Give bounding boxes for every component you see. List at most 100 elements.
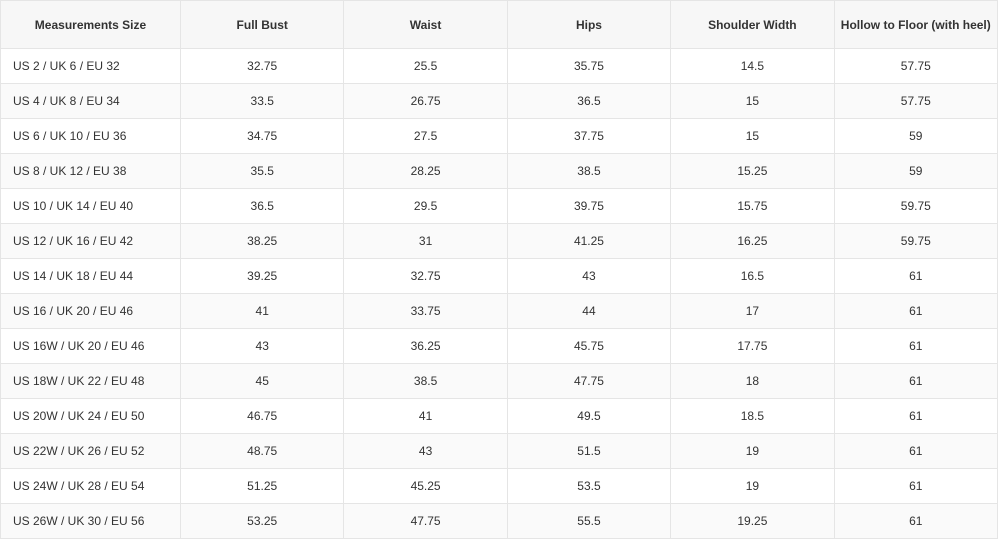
table-cell: 51.5 bbox=[507, 434, 670, 469]
table-cell: 15 bbox=[671, 84, 834, 119]
table-cell: 55.5 bbox=[507, 504, 670, 539]
table-cell: 53.25 bbox=[181, 504, 344, 539]
table-row: US 20W / UK 24 / EU 5046.754149.518.561 bbox=[1, 399, 998, 434]
table-cell: US 26W / UK 30 / EU 56 bbox=[1, 504, 181, 539]
table-header: Measurements Size Full Bust Waist Hips S… bbox=[1, 1, 998, 49]
table-cell: 61 bbox=[834, 469, 997, 504]
col-waist: Waist bbox=[344, 1, 507, 49]
table-cell: 38.5 bbox=[344, 364, 507, 399]
col-measurements-size: Measurements Size bbox=[1, 1, 181, 49]
table-cell: US 6 / UK 10 / EU 36 bbox=[1, 119, 181, 154]
table-cell: 38.5 bbox=[507, 154, 670, 189]
table-row: US 16W / UK 20 / EU 464336.2545.7517.756… bbox=[1, 329, 998, 364]
table-cell: US 14 / UK 18 / EU 44 bbox=[1, 259, 181, 294]
table-cell: 43 bbox=[181, 329, 344, 364]
table-cell: 15 bbox=[671, 119, 834, 154]
table-cell: 51.25 bbox=[181, 469, 344, 504]
table-cell: US 8 / UK 12 / EU 38 bbox=[1, 154, 181, 189]
table-cell: 47.75 bbox=[344, 504, 507, 539]
table-cell: 32.75 bbox=[344, 259, 507, 294]
table-row: US 16 / UK 20 / EU 464133.75441761 bbox=[1, 294, 998, 329]
table-cell: 43 bbox=[507, 259, 670, 294]
table-cell: 19 bbox=[671, 469, 834, 504]
table-cell: US 22W / UK 26 / EU 52 bbox=[1, 434, 181, 469]
table-cell: 15.25 bbox=[671, 154, 834, 189]
table-cell: 41 bbox=[344, 399, 507, 434]
table-cell: 45.25 bbox=[344, 469, 507, 504]
table-cell: 31 bbox=[344, 224, 507, 259]
header-row: Measurements Size Full Bust Waist Hips S… bbox=[1, 1, 998, 49]
table-cell: 15.75 bbox=[671, 189, 834, 224]
table-row: US 26W / UK 30 / EU 5653.2547.7555.519.2… bbox=[1, 504, 998, 539]
col-full-bust: Full Bust bbox=[181, 1, 344, 49]
table-cell: 16.5 bbox=[671, 259, 834, 294]
table-cell: 36.5 bbox=[507, 84, 670, 119]
table-cell: 59 bbox=[834, 119, 997, 154]
table-cell: 41 bbox=[181, 294, 344, 329]
table-cell: 34.75 bbox=[181, 119, 344, 154]
col-hips: Hips bbox=[507, 1, 670, 49]
table-cell: 43 bbox=[344, 434, 507, 469]
table-cell: 35.75 bbox=[507, 49, 670, 84]
table-cell: 61 bbox=[834, 259, 997, 294]
table-cell: 61 bbox=[834, 364, 997, 399]
table-cell: 61 bbox=[834, 294, 997, 329]
table-cell: 27.5 bbox=[344, 119, 507, 154]
table-cell: 38.25 bbox=[181, 224, 344, 259]
table-cell: US 16 / UK 20 / EU 46 bbox=[1, 294, 181, 329]
table-cell: US 20W / UK 24 / EU 50 bbox=[1, 399, 181, 434]
col-hollow-to-floor: Hollow to Floor (with heel) bbox=[834, 1, 997, 49]
col-shoulder-width: Shoulder Width bbox=[671, 1, 834, 49]
table-cell: 28.25 bbox=[344, 154, 507, 189]
table-cell: 35.5 bbox=[181, 154, 344, 189]
table-cell: 59.75 bbox=[834, 189, 997, 224]
table-cell: 49.5 bbox=[507, 399, 670, 434]
table-cell: 47.75 bbox=[507, 364, 670, 399]
table-cell: 36.25 bbox=[344, 329, 507, 364]
table-body: US 2 / UK 6 / EU 3232.7525.535.7514.557.… bbox=[1, 49, 998, 539]
table-cell: 57.75 bbox=[834, 49, 997, 84]
size-chart-table: Measurements Size Full Bust Waist Hips S… bbox=[0, 0, 998, 539]
table-cell: 44 bbox=[507, 294, 670, 329]
table-cell: 59.75 bbox=[834, 224, 997, 259]
table-row: US 24W / UK 28 / EU 5451.2545.2553.51961 bbox=[1, 469, 998, 504]
table-cell: 61 bbox=[834, 399, 997, 434]
table-cell: 53.5 bbox=[507, 469, 670, 504]
table-cell: 57.75 bbox=[834, 84, 997, 119]
table-cell: US 10 / UK 14 / EU 40 bbox=[1, 189, 181, 224]
table-cell: US 2 / UK 6 / EU 32 bbox=[1, 49, 181, 84]
table-cell: 17 bbox=[671, 294, 834, 329]
table-cell: US 16W / UK 20 / EU 46 bbox=[1, 329, 181, 364]
table-cell: 16.25 bbox=[671, 224, 834, 259]
table-cell: 59 bbox=[834, 154, 997, 189]
table-cell: 39.75 bbox=[507, 189, 670, 224]
table-row: US 22W / UK 26 / EU 5248.754351.51961 bbox=[1, 434, 998, 469]
table-row: US 10 / UK 14 / EU 4036.529.539.7515.755… bbox=[1, 189, 998, 224]
table-cell: 41.25 bbox=[507, 224, 670, 259]
table-cell: 19.25 bbox=[671, 504, 834, 539]
table-cell: 14.5 bbox=[671, 49, 834, 84]
table-cell: 61 bbox=[834, 504, 997, 539]
table-cell: 33.75 bbox=[344, 294, 507, 329]
table-cell: 32.75 bbox=[181, 49, 344, 84]
table-cell: 61 bbox=[834, 434, 997, 469]
table-cell: 33.5 bbox=[181, 84, 344, 119]
table-cell: US 24W / UK 28 / EU 54 bbox=[1, 469, 181, 504]
table-cell: 45.75 bbox=[507, 329, 670, 364]
table-row: US 18W / UK 22 / EU 484538.547.751861 bbox=[1, 364, 998, 399]
table-cell: 61 bbox=[834, 329, 997, 364]
table-cell: 39.25 bbox=[181, 259, 344, 294]
table-cell: US 18W / UK 22 / EU 48 bbox=[1, 364, 181, 399]
table-cell: US 12 / UK 16 / EU 42 bbox=[1, 224, 181, 259]
table-row: US 12 / UK 16 / EU 4238.253141.2516.2559… bbox=[1, 224, 998, 259]
table-row: US 14 / UK 18 / EU 4439.2532.754316.561 bbox=[1, 259, 998, 294]
table-cell: 45 bbox=[181, 364, 344, 399]
table-row: US 4 / UK 8 / EU 3433.526.7536.51557.75 bbox=[1, 84, 998, 119]
table-cell: 18 bbox=[671, 364, 834, 399]
table-row: US 2 / UK 6 / EU 3232.7525.535.7514.557.… bbox=[1, 49, 998, 84]
table-row: US 6 / UK 10 / EU 3634.7527.537.751559 bbox=[1, 119, 998, 154]
table-cell: 46.75 bbox=[181, 399, 344, 434]
table-cell: 19 bbox=[671, 434, 834, 469]
table-cell: 26.75 bbox=[344, 84, 507, 119]
table-cell: 29.5 bbox=[344, 189, 507, 224]
